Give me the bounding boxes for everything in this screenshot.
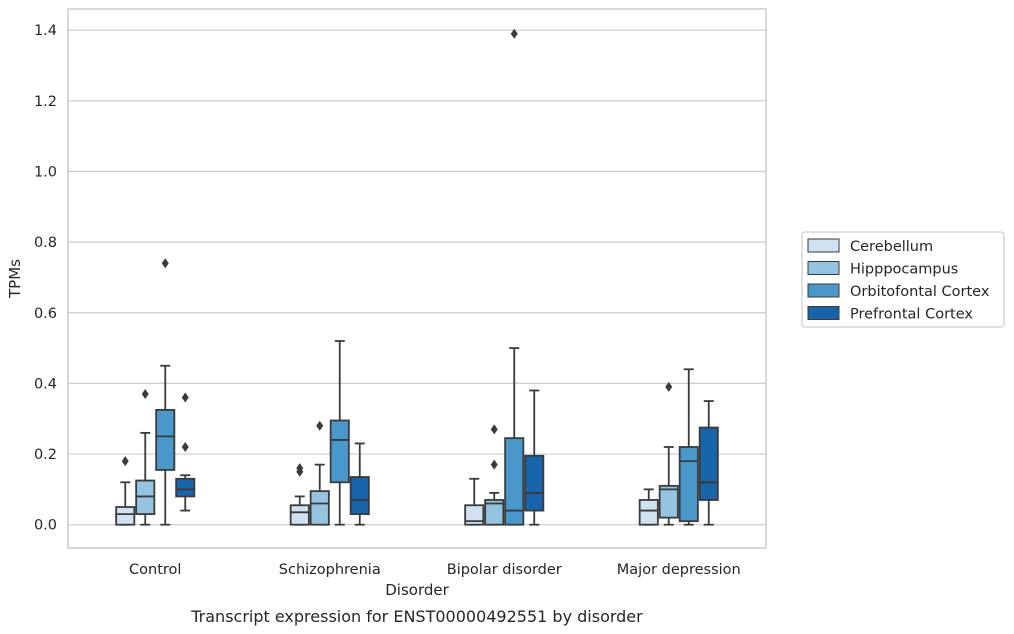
outlier-point: [316, 420, 324, 431]
x-tick-label: Schizophrenia: [279, 562, 381, 578]
legend-label: Hipppocampus: [850, 262, 958, 278]
legend-label: Cerebellum: [850, 239, 933, 255]
legend-swatch: [807, 283, 840, 298]
outlier-point: [510, 28, 518, 39]
y-tick-label: 1.2: [34, 94, 57, 110]
gridlines: [68, 29, 766, 526]
x-tick-label: Control: [129, 562, 181, 578]
box-hipppocampus-0: [135, 389, 156, 526]
box-cerebellum-0: [115, 456, 136, 526]
outlier-point: [181, 392, 189, 403]
legend-label: Orbitofontal Cortex: [850, 284, 990, 300]
box-iqr: [175, 477, 196, 498]
y-tick-label: 0.2: [34, 447, 57, 463]
y-tick-label: 0.0: [34, 518, 57, 534]
box-prefrontal-cortex-2: [524, 389, 545, 526]
legend-label: Prefrontal Cortex: [850, 307, 973, 323]
legend-frame: [801, 231, 1005, 328]
x-tick-label: Major depression: [617, 562, 741, 578]
y-axis-label: TPMs: [6, 259, 24, 299]
x-axis-label: Disorder: [385, 581, 449, 599]
box-cerebellum-2: [464, 477, 485, 526]
y-tick-label: 1.0: [34, 164, 57, 180]
box-prefrontal-cortex-3: [698, 400, 719, 526]
y-tick-label: 0.8: [34, 235, 57, 251]
box-series: [115, 28, 719, 526]
outlier-point: [121, 456, 129, 467]
chart-caption: Transcript expression for ENST0000049255…: [190, 607, 643, 626]
box-hipppocampus-3: [658, 381, 679, 526]
box-orbitofontal-cortex-0: [155, 258, 176, 526]
box-prefrontal-cortex-0: [175, 392, 196, 512]
y-tick-label: 0.6: [34, 306, 57, 322]
box-cerebellum-1: [289, 463, 310, 526]
box-iqr: [464, 504, 485, 526]
box-iqr: [289, 504, 310, 526]
x-tick-labels: Control Schizophrenia Bipolar disorder Majo…: [129, 562, 741, 578]
outlier-point: [490, 459, 498, 470]
y-tick-label: 1.4: [34, 23, 57, 39]
box-hipppocampus-2: [484, 424, 505, 526]
box-hipppocampus-1: [309, 420, 330, 526]
y-tick-labels: 0.0 0.2 0.4 0.6 0.8 1.0 1.2 1.4: [34, 23, 57, 533]
box-iqr: [309, 490, 330, 526]
box-iqr: [504, 437, 525, 526]
box-iqr: [115, 506, 136, 526]
outlier-point: [665, 381, 673, 392]
legend-swatch: [807, 238, 840, 253]
box-orbitofontal-cortex-2: [504, 28, 525, 526]
box-iqr: [349, 476, 370, 515]
plot-frame: [67, 8, 767, 549]
x-tick-label: Bipolar disorder: [447, 562, 562, 578]
box-prefrontal-cortex-1: [349, 442, 370, 526]
box-iqr: [658, 484, 679, 519]
box-iqr: [698, 426, 719, 501]
outlier-point: [161, 258, 169, 269]
outlier-point: [296, 463, 304, 474]
box-iqr: [678, 446, 699, 523]
box-iqr: [638, 499, 659, 526]
box-iqr: [484, 499, 505, 526]
outlier-point: [141, 389, 149, 399]
outlier-point: [181, 441, 189, 452]
box-cerebellum-3: [638, 488, 659, 526]
legend-swatch: [807, 306, 840, 320]
box-iqr: [329, 419, 350, 484]
legend-swatch: [807, 261, 840, 275]
box-orbitofontal-cortex-3: [678, 368, 699, 526]
box-iqr: [155, 408, 176, 471]
outlier-point: [490, 424, 498, 435]
box-iqr: [524, 454, 545, 512]
box-orbitofontal-cortex-1: [329, 340, 350, 526]
legend: Cerebellum Hipppocampus Orbitofontal Corte…: [801, 231, 1005, 328]
y-tick-label: 0.4: [34, 376, 57, 392]
